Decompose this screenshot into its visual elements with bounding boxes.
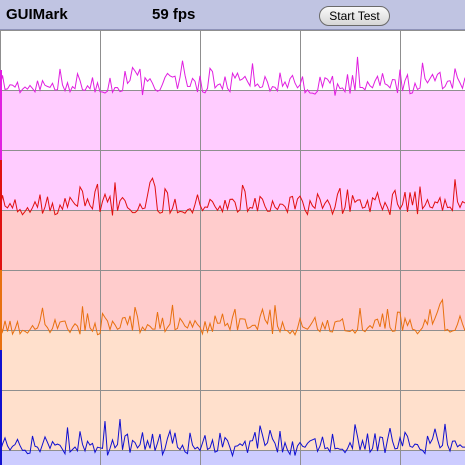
fps-readout: 59 fps [152, 6, 196, 23]
orange-series-line [0, 298, 465, 336]
graph-top-band [0, 30, 465, 90]
app-title: GUIMark [6, 6, 68, 23]
start-test-button[interactable]: Start Test [319, 6, 390, 26]
blue-series-line [0, 418, 465, 458]
performance-graph [0, 30, 465, 465]
red-series-line [0, 176, 465, 216]
magenta-series-line [0, 56, 465, 96]
blue-band [0, 450, 465, 465]
toolbar: GUIMark 59 fps Start Test [0, 0, 465, 30]
series-layer [0, 56, 465, 458]
